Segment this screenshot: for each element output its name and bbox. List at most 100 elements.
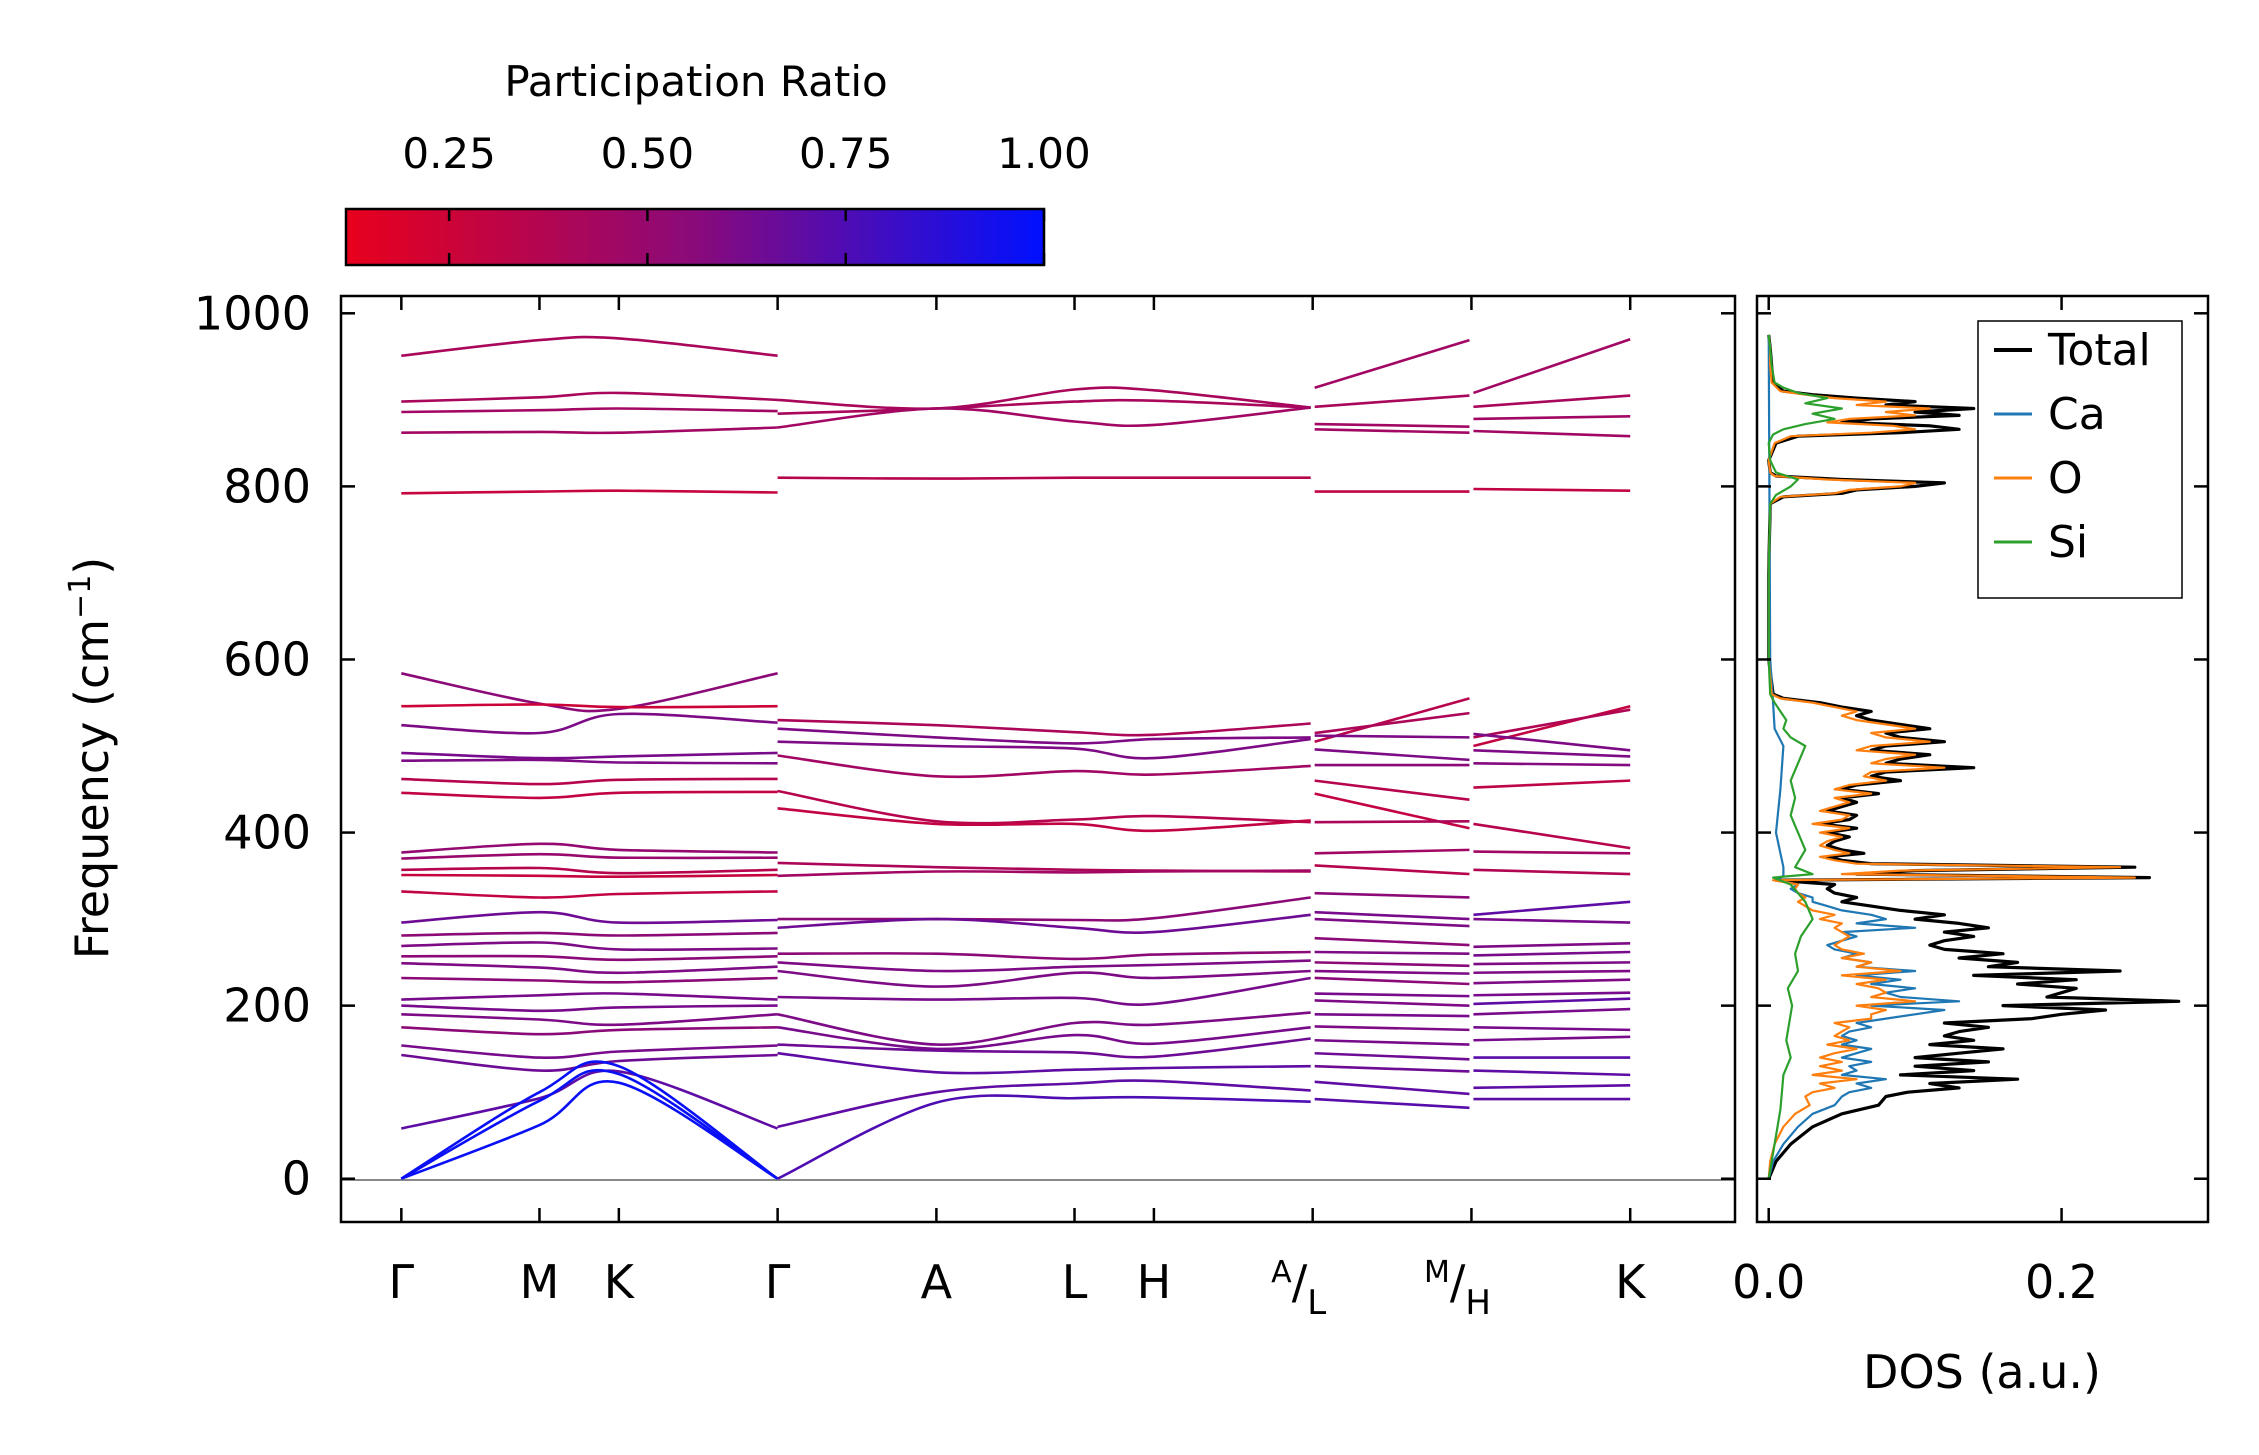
dos-line-si <box>1767 334 1843 1179</box>
y-axis-label-close: ) <box>65 557 119 575</box>
band-line <box>1473 338 1631 395</box>
band-line <box>1473 822 1631 850</box>
band-line <box>777 754 1311 779</box>
band-line <box>400 1080 779 1180</box>
band-line <box>401 890 778 899</box>
band-line <box>1314 820 1470 824</box>
dos-x-tick-label: 0.0 <box>1732 1255 1805 1309</box>
band-line <box>401 489 778 495</box>
x-tick-label: K <box>604 1255 636 1309</box>
legend-label: O <box>2048 453 2083 504</box>
y-ticks: 0 200 400 600 800 1000 <box>194 286 1735 1206</box>
y-tick-label: 200 <box>223 979 311 1033</box>
band-line <box>401 777 778 786</box>
band-line <box>1314 891 1470 899</box>
band-line <box>1314 864 1470 876</box>
band-line <box>1314 1025 1470 1032</box>
legend-label: Ca <box>2048 389 2106 440</box>
x-tick-label: H <box>1137 1255 1172 1309</box>
band-line <box>1314 936 1470 947</box>
band-line <box>1314 950 1470 956</box>
band-line <box>401 1044 778 1060</box>
y-axis-label-main: Frequency (cm <box>65 619 119 959</box>
x-tick-label: A <box>921 1255 953 1309</box>
band-line <box>401 866 778 875</box>
band-line <box>401 842 778 854</box>
y-tick-label: 600 <box>223 632 311 686</box>
band-line <box>1473 997 1631 1006</box>
band-line <box>777 406 1311 429</box>
band-line <box>401 1013 778 1027</box>
band-line <box>777 476 1311 480</box>
band-line <box>1473 950 1631 957</box>
band-line <box>1314 917 1470 928</box>
band-line <box>1473 749 1631 758</box>
band-line <box>1314 338 1470 389</box>
band-line <box>401 1069 779 1130</box>
band-line <box>1473 394 1631 409</box>
band-line <box>401 712 778 735</box>
band-line <box>1473 708 1631 739</box>
dos-x-tick-label: 0.2 <box>2025 1255 2098 1309</box>
band-line <box>1473 961 1631 966</box>
band-line <box>401 976 778 984</box>
band-line <box>1473 779 1631 789</box>
legend-label: Total <box>2047 325 2151 376</box>
band-line <box>777 727 1311 745</box>
y-tick-label: 800 <box>223 459 311 513</box>
band-line <box>1314 999 1470 1007</box>
y-axis-label-sup: −1 <box>63 575 98 619</box>
band-line <box>401 910 778 925</box>
band-line <box>1314 1097 1470 1110</box>
band-line <box>401 954 778 962</box>
band-line <box>1314 1051 1470 1061</box>
band-line <box>777 1051 1311 1075</box>
band-line <box>401 672 778 713</box>
band-line <box>1473 1025 1631 1032</box>
band-line <box>401 1004 778 1013</box>
colorbar: Participation Ratio 0.25 0.50 0.75 1.00 <box>344 57 1091 267</box>
band-line <box>777 869 1311 878</box>
band-line <box>1314 910 1470 921</box>
band-line <box>1314 779 1470 801</box>
band-line <box>1314 697 1470 743</box>
band-line <box>1473 704 1631 748</box>
band-line <box>401 790 778 800</box>
band-line <box>777 789 1311 825</box>
band-line <box>1473 732 1631 752</box>
band-line <box>401 931 778 937</box>
band-line <box>401 961 778 975</box>
band-line <box>401 751 778 760</box>
dos-line-o <box>1767 334 2136 1179</box>
band-line <box>1314 711 1470 735</box>
band-line <box>1473 991 1631 997</box>
y-axis-label: Frequency (cm−1) <box>63 557 119 960</box>
band-line <box>1473 487 1631 493</box>
x-tick-label: L <box>1062 1255 1088 1309</box>
band-line <box>1473 1069 1631 1077</box>
band-line <box>777 950 1311 961</box>
band-lines <box>400 335 1631 1180</box>
legend-frame <box>1977 320 2183 599</box>
band-line <box>401 407 778 414</box>
band-line <box>777 398 1311 415</box>
band-line <box>1314 961 1470 968</box>
band-line <box>1314 1013 1470 1018</box>
x-tick-label: K <box>1615 1255 1647 1309</box>
band-line <box>1473 429 1631 438</box>
dos-lines <box>1767 334 2181 1180</box>
band-line <box>1314 1064 1470 1073</box>
legend-items: Total Ca O Si <box>1994 325 2151 568</box>
band-line <box>1314 748 1470 762</box>
x-tick-label: M <box>520 1255 560 1309</box>
band-line <box>777 737 1311 760</box>
band-line <box>1473 900 1631 917</box>
band-line <box>1473 414 1631 421</box>
band-line <box>777 1011 1311 1046</box>
band-line <box>1473 1083 1631 1090</box>
colorbar-tick-label: 1.00 <box>997 129 1091 178</box>
band-line <box>1473 762 1631 767</box>
colorbar-tick-label: 0.50 <box>601 129 695 178</box>
band-line <box>401 873 778 879</box>
